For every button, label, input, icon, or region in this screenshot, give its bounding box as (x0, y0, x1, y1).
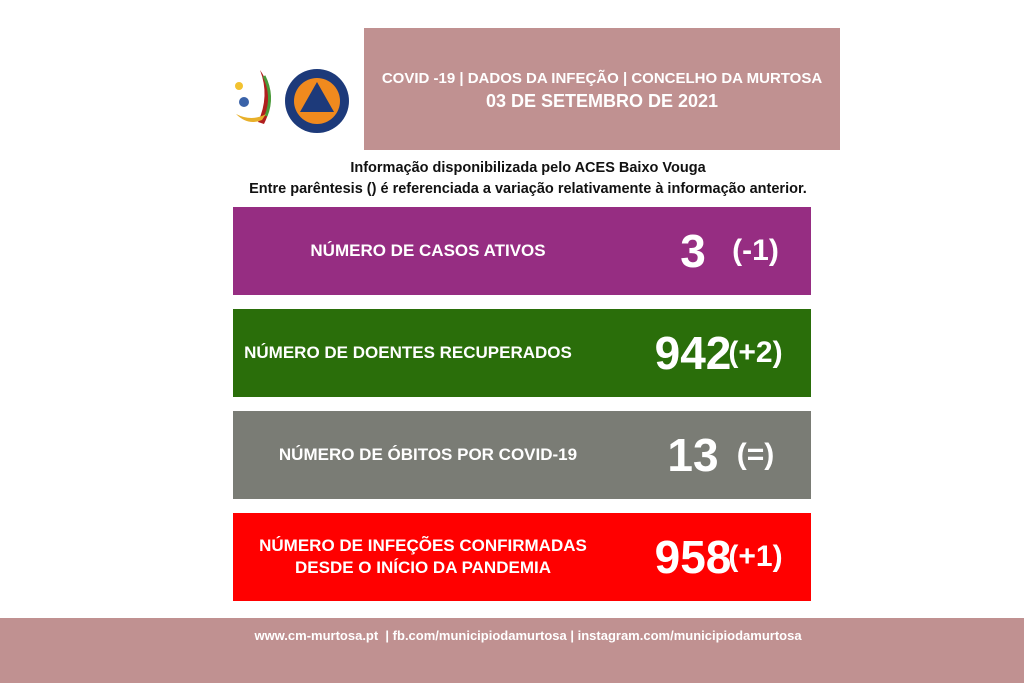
stat-recovered: NÚMERO DE DOENTES RECUPERADOS 942 (+2) (233, 309, 811, 397)
municipio-logo (235, 70, 271, 124)
info-note: Entre parêntesis () é referenciada a var… (249, 181, 807, 197)
stat-value: 3 (680, 225, 706, 277)
stat-active-cases: NÚMERO DE CASOS ATIVOS 3 (-1) (233, 207, 811, 295)
stat-confirmed: NÚMERO DE INFEÇÕES CONFIRMADAS DESDE O I… (233, 513, 811, 601)
header-title: COVID -19 | DADOS DA INFEÇÃO | CONCELHO … (381, 70, 823, 87)
stat-variation: (=) (736, 438, 775, 471)
stat-value: 942 (654, 327, 732, 379)
stat-variation: (+1) (728, 540, 783, 573)
stat-label: NÚMERO DE INFEÇÕES CONFIRMADAS DESDE O I… (259, 536, 587, 577)
stat-value: 13 (667, 429, 719, 481)
footer: www.cm-murtosa.pt | fb.com/municipiodamu… (0, 618, 1024, 683)
logos (228, 66, 353, 146)
stat-deaths: NÚMERO DE ÓBITOS POR COVID-19 13 (=) (233, 411, 811, 499)
stat-label: NÚMERO DE ÓBITOS POR COVID-19 (278, 445, 578, 464)
stat-variation: (+2) (728, 336, 783, 369)
stat-variation: (-1) (732, 234, 779, 267)
footer-links: www.cm-murtosa.pt | fb.com/municipiodamu… (254, 628, 802, 643)
protecao-civil-logo (285, 69, 349, 133)
header-banner: COVID -19 | DADOS DA INFEÇÃO | CONCELHO … (364, 28, 840, 150)
stat-label: NÚMERO DE CASOS ATIVOS (310, 241, 546, 260)
stat-label: NÚMERO DE DOENTES RECUPERADOS (244, 343, 572, 362)
header-date: 03 DE SETEMBRO DE 2021 (485, 91, 719, 111)
stat-value: 958 (654, 531, 732, 583)
info-source: Informação disponibilizada pelo ACES Bai… (350, 160, 706, 176)
